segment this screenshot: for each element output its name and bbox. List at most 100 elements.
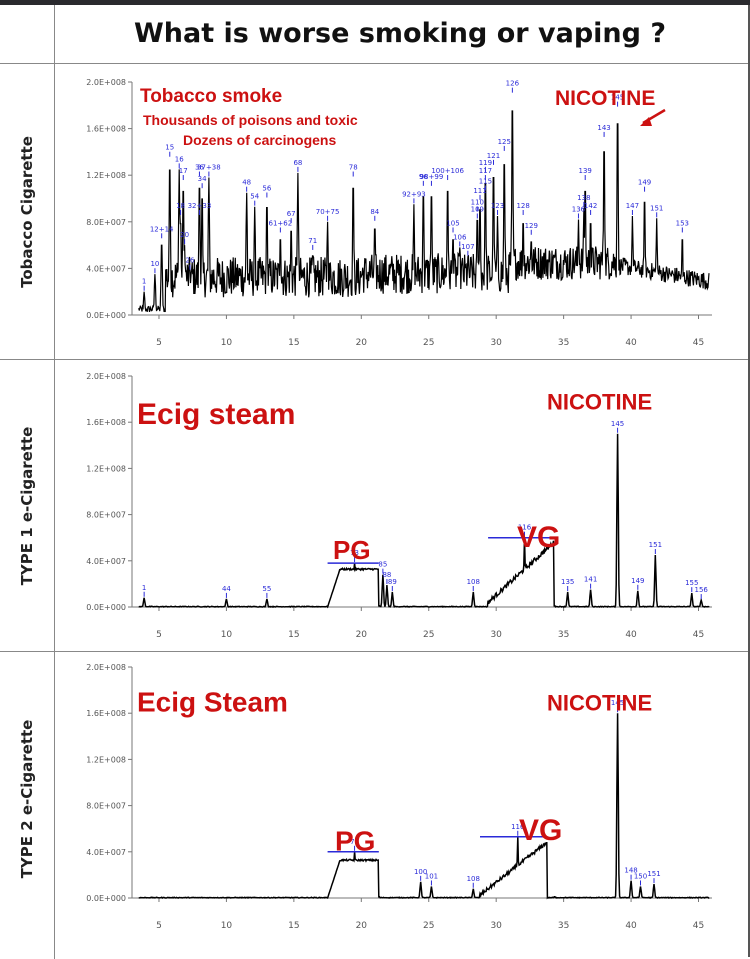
x-tick-label: 20 xyxy=(356,630,368,640)
peak-label: 145 xyxy=(611,699,624,707)
peak-label: 67 xyxy=(287,210,296,218)
chromatogram-trace xyxy=(138,713,710,900)
chromatogram-trace xyxy=(138,433,710,609)
peak-label: 55 xyxy=(262,585,271,593)
annotation-text: Tobacco smoke xyxy=(140,86,282,107)
x-tick-label: 25 xyxy=(423,338,434,348)
peak-label: 32+33 xyxy=(188,202,212,210)
peak-label: 20 xyxy=(180,231,189,239)
peak-label: 155 xyxy=(685,579,698,587)
y-tick-label: 2.0E+008 xyxy=(86,372,126,381)
peak-label: 18 xyxy=(176,202,185,210)
x-tick-label: 20 xyxy=(356,921,368,931)
annotation-text: Thousands of poisons and toxic xyxy=(143,112,358,128)
title-divider xyxy=(0,63,750,64)
peak-label: 92+93 xyxy=(402,190,426,198)
top-bar xyxy=(0,0,750,5)
peak-label: 78 xyxy=(349,164,358,172)
peak-label: 121 xyxy=(487,152,500,160)
x-tick-label: 45 xyxy=(693,921,704,931)
peak-label: 111 xyxy=(473,187,486,195)
x-tick-label: 5 xyxy=(156,338,162,348)
peak-label: 34 xyxy=(198,175,207,183)
x-tick-label: 15 xyxy=(288,921,299,931)
peak-label: 119 xyxy=(479,159,492,167)
peak-label: 149 xyxy=(631,577,644,585)
peak-label: 110 xyxy=(471,198,484,206)
x-tick-label: 10 xyxy=(221,338,233,348)
y-tick-label: 0.0E+000 xyxy=(86,603,126,612)
x-tick-label: 35 xyxy=(558,630,569,640)
peak-label: 108 xyxy=(467,875,480,883)
peak-label: 108 xyxy=(467,578,480,586)
annotation-text: NICOTINE xyxy=(555,87,655,110)
peak-label: 98+99 xyxy=(420,173,444,181)
peak-label: 145 xyxy=(611,420,624,428)
x-tick-label: 30 xyxy=(490,921,502,931)
peak-label: 148 xyxy=(624,867,637,875)
peak-label: 15 xyxy=(165,144,174,152)
y-tick-label: 8.0E+007 xyxy=(86,511,126,520)
peak-label: 100+106 xyxy=(431,167,464,175)
x-tick-label: 25 xyxy=(423,630,434,640)
peak-label: 85 xyxy=(378,561,387,569)
peak-label: 106 xyxy=(453,233,467,241)
peak-label: 61+62 xyxy=(269,219,293,227)
peak-label: 116 xyxy=(518,524,532,532)
y-tick-label: 2.0E+008 xyxy=(86,78,126,87)
x-tick-label: 35 xyxy=(558,338,569,348)
peak-label: 142 xyxy=(584,202,597,210)
chromatogram-trace xyxy=(138,110,710,313)
y-tick-label: 1.2E+008 xyxy=(86,755,126,764)
peak-label: 105 xyxy=(446,219,459,227)
peak-label: 37+38 xyxy=(197,164,221,172)
figure-title: What is worse smoking or vaping ? xyxy=(133,18,667,49)
peak-label: 151 xyxy=(647,870,660,878)
peak-label: 129 xyxy=(525,222,538,230)
peak-label: 89 xyxy=(388,578,397,586)
x-tick-label: 40 xyxy=(625,630,637,640)
peak-label: 101 xyxy=(425,872,438,880)
x-tick-label: 30 xyxy=(490,338,502,348)
peak-label: 136 xyxy=(572,205,586,213)
peak-label: 156 xyxy=(695,586,709,594)
y-tick-label: 1.6E+008 xyxy=(86,709,126,718)
y-tick-label: 1.2E+008 xyxy=(86,464,126,473)
y-tick-label: 1.6E+008 xyxy=(86,125,126,134)
peak-label: 73 xyxy=(350,838,359,846)
peak-label: 150 xyxy=(634,872,647,880)
peak-label: 107 xyxy=(461,243,474,251)
x-tick-label: 35 xyxy=(558,921,569,931)
annotation-text: VG xyxy=(519,814,562,847)
annotation-text: PG xyxy=(333,535,371,565)
x-tick-label: 20 xyxy=(356,338,368,348)
peak-label: 123 xyxy=(491,202,504,210)
figure-frame xyxy=(0,5,750,957)
panel-divider-2 xyxy=(0,651,750,652)
x-tick-label: 5 xyxy=(156,630,162,640)
peak-label: 17 xyxy=(179,167,188,175)
peak-label: 71 xyxy=(308,237,317,245)
annotation-text: Ecig steam xyxy=(137,398,295,431)
x-tick-label: 10 xyxy=(221,921,233,931)
peak-label: 100 xyxy=(414,868,427,876)
peak-label: 138 xyxy=(577,194,590,202)
annotation-text: NICOTINE xyxy=(547,390,652,415)
y-tick-label: 8.0E+007 xyxy=(86,802,126,811)
annotation-text: Ecig Steam xyxy=(137,686,288,717)
annotation-text: VG xyxy=(517,521,560,554)
x-tick-label: 45 xyxy=(693,630,704,640)
y-tick-label: 0.0E+000 xyxy=(86,894,126,903)
annotation-text: NICOTINE xyxy=(547,691,652,716)
y-tick-label: 0.0E+000 xyxy=(86,311,126,320)
peak-label: 73 xyxy=(350,549,359,557)
x-tick-label: 25 xyxy=(423,921,434,931)
annotation-text: PG xyxy=(335,825,375,856)
y-tick-label: 1.6E+008 xyxy=(86,418,126,427)
peak-label: 96 xyxy=(419,173,428,181)
peak-label: 115 xyxy=(479,178,492,186)
peak-label: 1 xyxy=(142,278,146,286)
x-tick-label: 15 xyxy=(288,630,299,640)
peak-label: 16 xyxy=(175,155,184,163)
y-tick-label: 8.0E+007 xyxy=(86,218,126,227)
